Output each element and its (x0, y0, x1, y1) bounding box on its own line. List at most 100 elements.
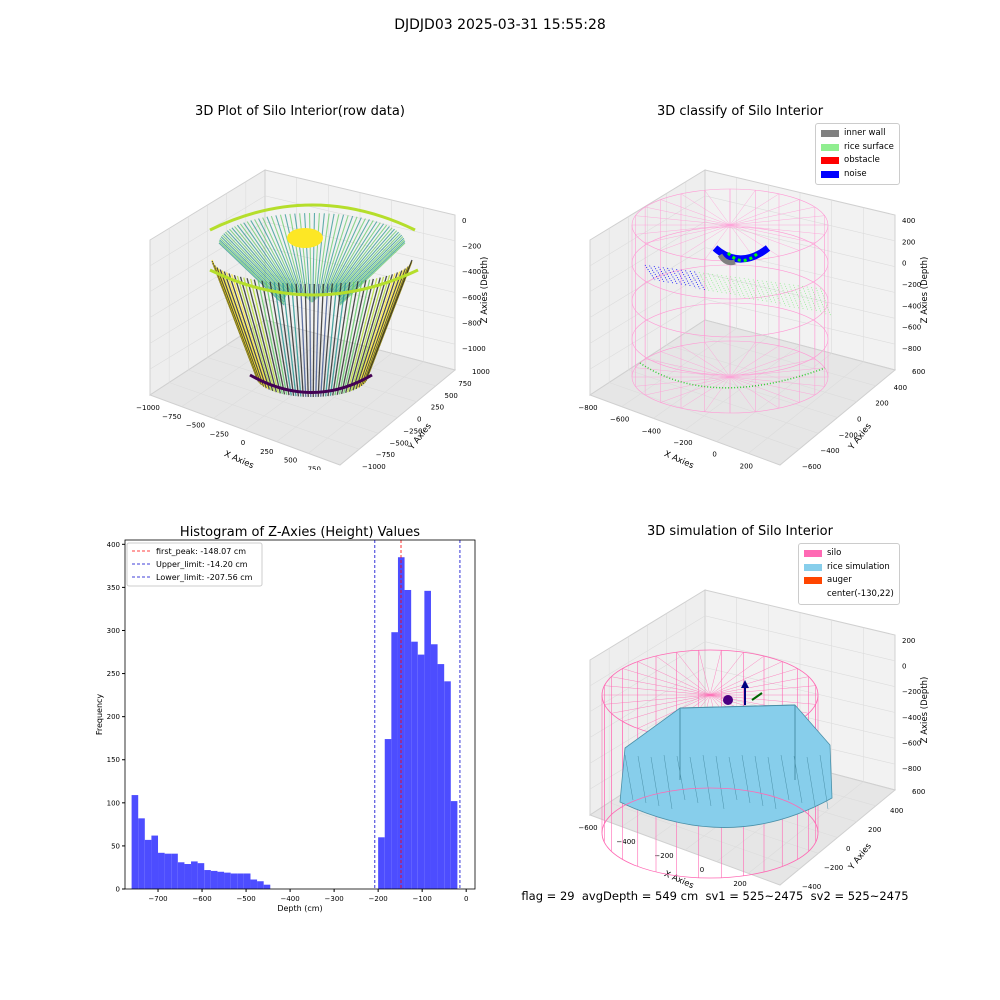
rice-surface-points (680, 269, 692, 288)
surface-stroke (358, 272, 399, 388)
rice-surface-points (644, 264, 656, 281)
legend-label: Lower_limit: -207.56 cm (156, 573, 253, 582)
rice-surface-points (667, 267, 678, 285)
x-tick-label: −600 (192, 895, 211, 903)
rice-surface-points (671, 268, 683, 286)
plot-area: −800−600−400−20002004004002000−200−400−6… (578, 169, 930, 470)
histogram-bar (217, 871, 225, 889)
histogram-bar (191, 861, 198, 889)
silo-spoke (729, 376, 800, 403)
surface-stroke (332, 222, 381, 293)
silo-spoke (680, 376, 731, 409)
rice-mesh-line (689, 756, 699, 804)
center-marker (723, 695, 733, 705)
surface-stroke (337, 231, 400, 297)
legend-frame (126, 542, 263, 587)
swatch-rice-surface (821, 143, 839, 151)
surface-stroke (327, 218, 366, 293)
y-tick-label: 250 (431, 404, 444, 412)
silo-spoke (729, 206, 815, 226)
surface-stroke (337, 230, 398, 296)
z-tick-label: −200 (902, 281, 921, 289)
surface-blob (287, 228, 323, 248)
surface-stroke (338, 236, 404, 300)
rice-mesh-line (754, 755, 764, 807)
surface-stroke (308, 212, 312, 303)
z-tick-label: −400 (462, 268, 481, 276)
silo-spoke (680, 193, 731, 226)
z-tick-label: −800 (902, 765, 921, 773)
surface-stroke (246, 278, 277, 393)
surface-stroke (220, 236, 286, 300)
surface-stroke (329, 282, 347, 396)
x-tick-label: −400 (642, 427, 661, 435)
z-tick-label: −400 (902, 714, 921, 722)
x-tick-label: 0 (241, 439, 245, 447)
z-tick-label: 200 (902, 238, 915, 246)
y-tick-label: 600 (912, 788, 925, 796)
surface-stroke (275, 215, 302, 295)
axes-3d: −1000−750−500−250025050075010000−200−400… (136, 169, 490, 470)
histogram-bar (151, 835, 159, 889)
x-tick-label: 0 (464, 895, 468, 903)
x-tick-label: −300 (325, 895, 344, 903)
rice-surface-points (698, 272, 710, 291)
y-tick-label: 600 (912, 368, 925, 376)
surface-stroke (323, 215, 354, 295)
rice-mesh-line (806, 756, 816, 807)
surface-stroke (312, 283, 315, 398)
rice-mesh-line (650, 756, 660, 807)
y-tick-label: −500 (390, 439, 409, 447)
surface-stroke (228, 273, 267, 389)
y-tick-label: 300 (107, 627, 120, 635)
silo-spoke (709, 685, 816, 696)
x-axis-label: Depth (cm) (277, 904, 322, 913)
surface-stroke (226, 230, 287, 296)
legend-label: Upper_limit: -14.20 cm (156, 560, 248, 569)
y-tick-label: 350 (107, 584, 120, 592)
rice-mesh-line (780, 754, 790, 801)
histogram-bar (164, 853, 172, 889)
histogram-bar (171, 853, 178, 889)
y-tick-label: −600 (802, 463, 821, 470)
surface-stroke (250, 220, 295, 293)
surface-rim-back (209, 203, 416, 232)
surface-stroke (223, 271, 265, 387)
rice-mesh-line (819, 754, 829, 810)
legend-item-rice-surface: rice surface (821, 141, 894, 155)
y-axis-label: Y Axies (406, 421, 434, 453)
y-tick-label: −400 (820, 447, 839, 455)
legend-label: silo (827, 548, 842, 558)
rice-simulation-edge (679, 704, 796, 780)
z-tick-label: 200 (902, 637, 915, 645)
legend-label: rice surface (844, 141, 894, 152)
legend-label: obstacle (844, 155, 880, 165)
y-tick-label: 400 (890, 807, 903, 815)
y-tick-label: 0 (116, 886, 120, 894)
surface-stroke (324, 283, 338, 397)
surface-stroke (338, 280, 363, 395)
legend-item-noise: noise (821, 168, 894, 182)
x-tick-label: −400 (616, 838, 635, 846)
raw-3d-plot: −1000−750−500−250025050075010000−200−400… (136, 169, 490, 470)
surface-stroke (219, 269, 263, 386)
simulation-3d-plot: −600 −400 −200 0 200 400 200 0 −200 −400 −600 −800 X… (578, 589, 930, 890)
surface-stroke (315, 283, 320, 397)
surface-stroke (354, 274, 391, 390)
z-axis-label: Z Axies (Depth) (920, 257, 930, 324)
rice-surface-points (784, 283, 795, 309)
silo-spoke (637, 694, 711, 729)
x-tick-label: 200 (740, 462, 753, 470)
x-tick-label: −400 (280, 895, 299, 903)
panel-raw-3d: 3D Plot of Silo Interior(row data) −1000… (100, 100, 500, 470)
surface-stroke (265, 281, 288, 395)
legend-label: center(-130,22) (827, 588, 894, 599)
surface-stroke (315, 213, 325, 300)
histogram-bar (131, 795, 139, 889)
silo-spoke (729, 376, 825, 387)
x-tick-label: 500 (284, 457, 297, 465)
rice-mesh-line (663, 754, 673, 810)
histogram-bar (378, 837, 385, 889)
y-tick-label: 100 (107, 799, 120, 807)
surface-stroke (254, 219, 296, 293)
